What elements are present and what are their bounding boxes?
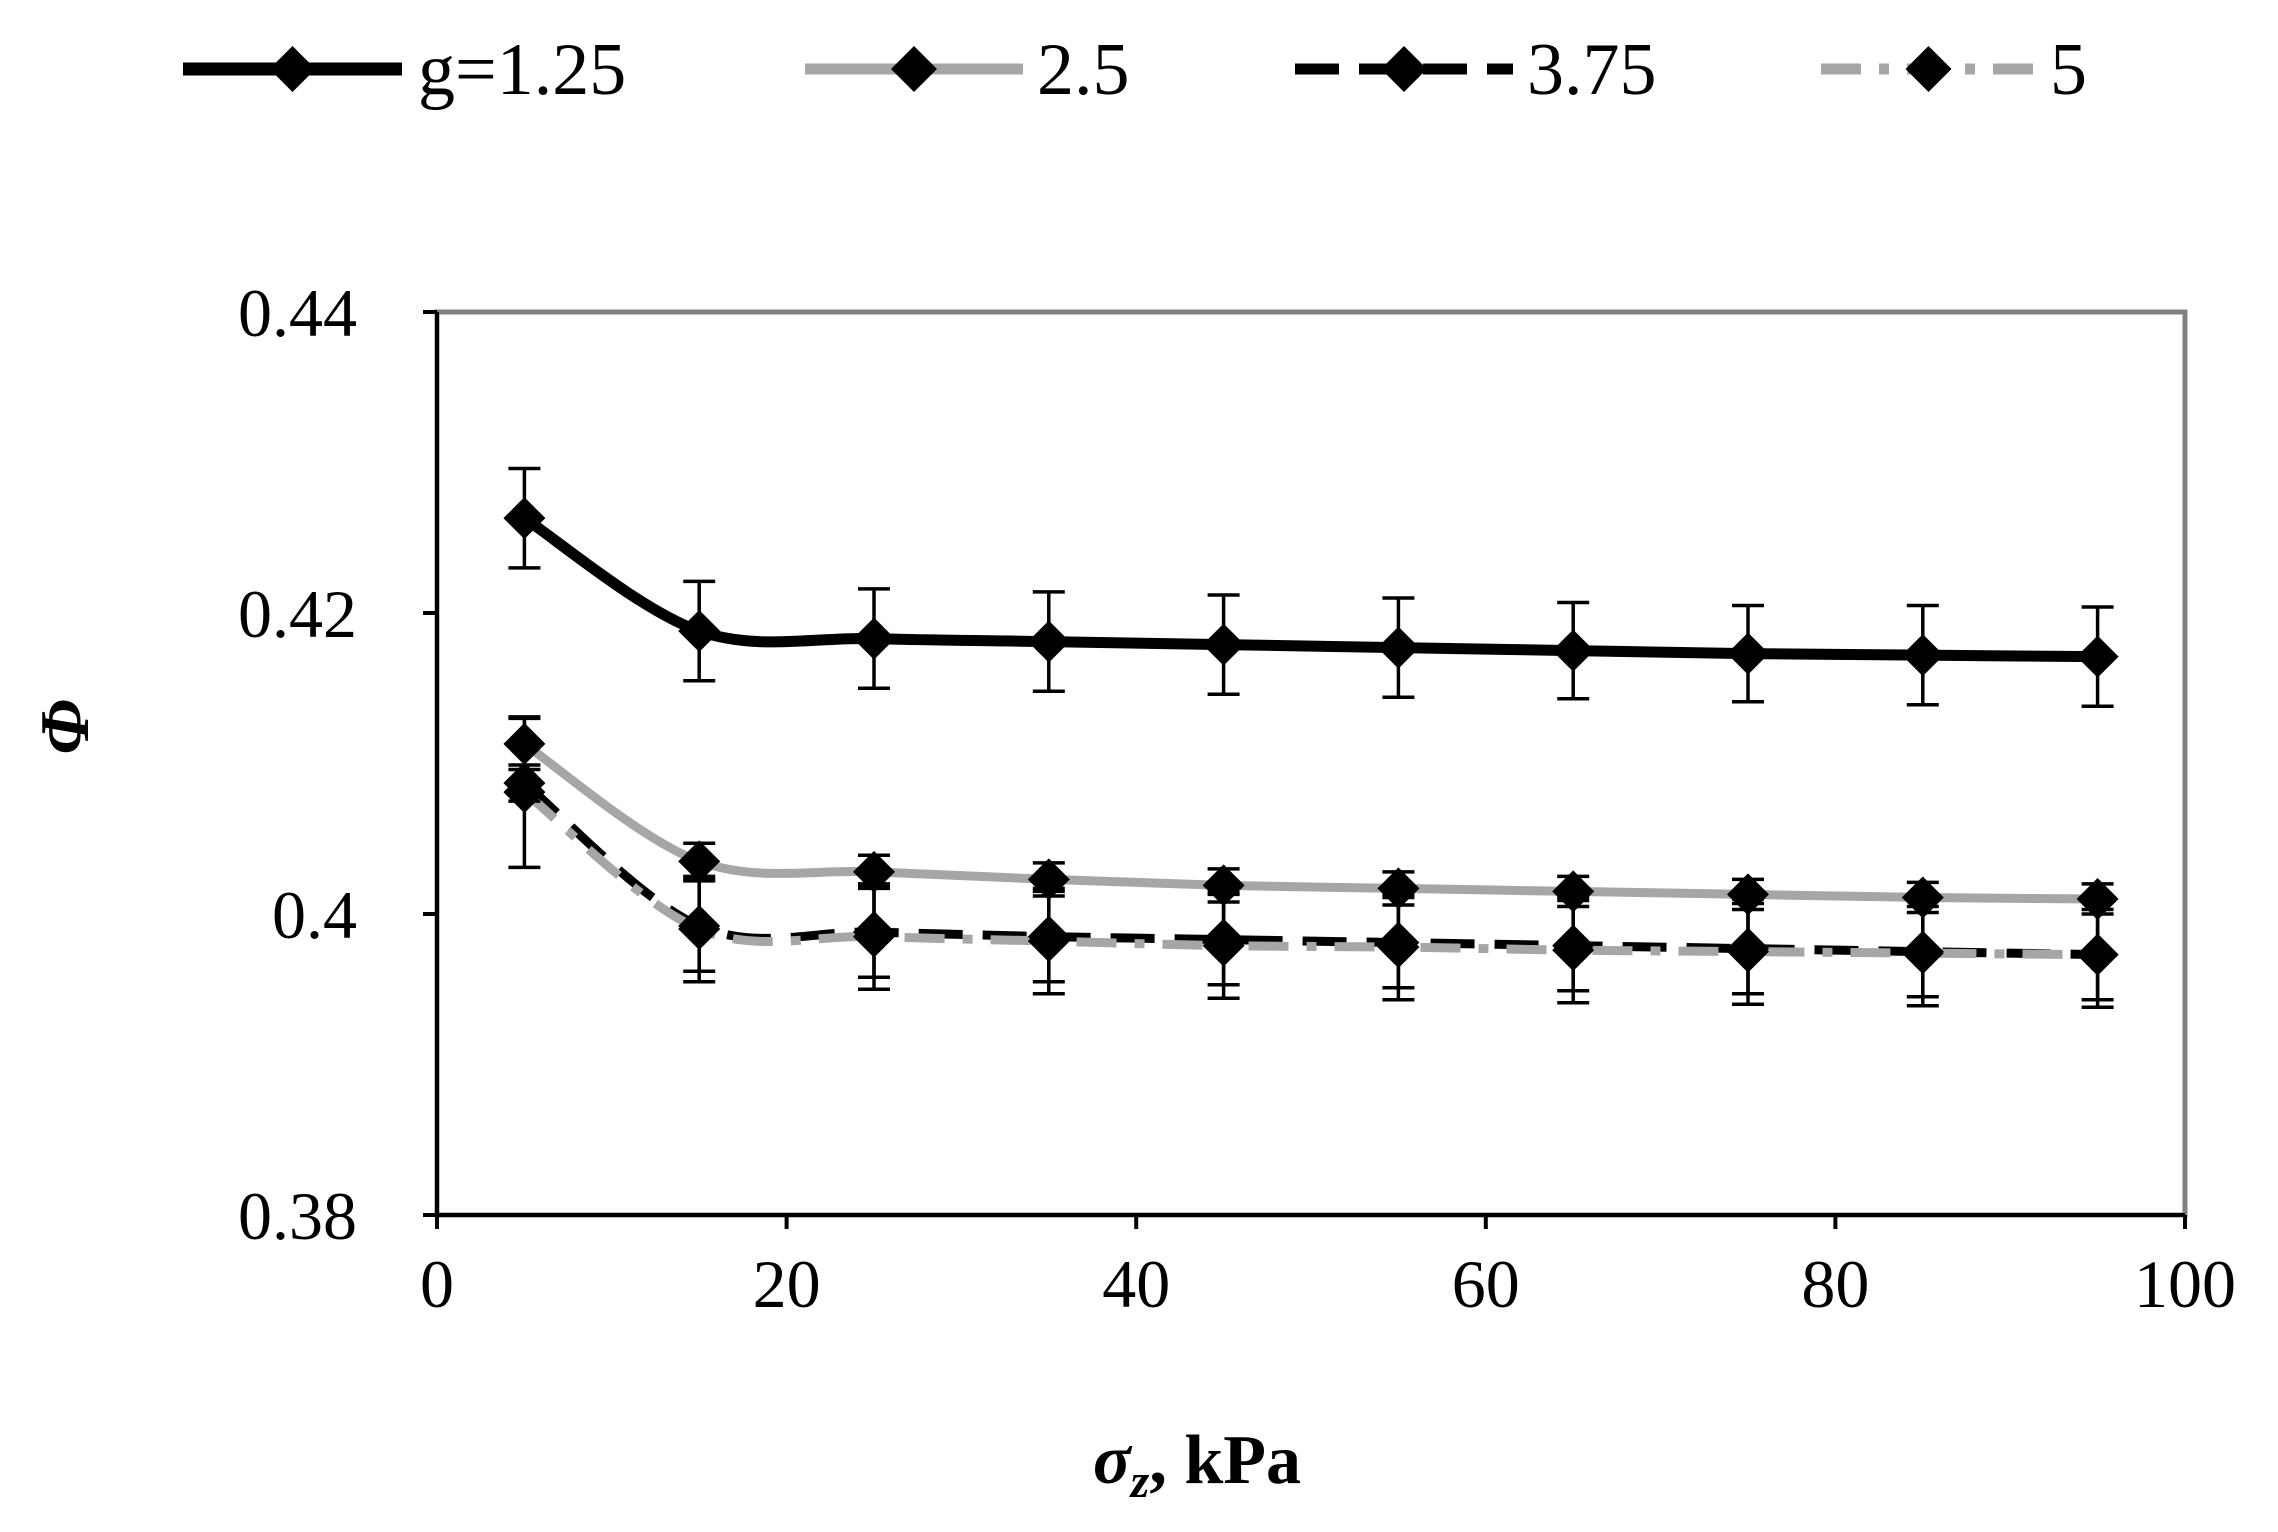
y-tick-label: 0.42 [238, 576, 357, 652]
data-point-marker [853, 850, 895, 893]
data-point-marker [503, 497, 546, 540]
data-point-marker [853, 617, 895, 660]
data-point-marker [503, 722, 546, 765]
data-point-marker [1901, 876, 1944, 919]
legend-marker [269, 46, 316, 92]
x-axis-title-unit: , kPa [1149, 1422, 1301, 1499]
error-bars [508, 466, 2114, 1010]
y-axis-title: Φ [27, 699, 104, 754]
legend-item-2: 2.5 [805, 29, 1130, 111]
x-tick-label: 20 [753, 1246, 821, 1322]
x-tick-label: 100 [2134, 1246, 2236, 1322]
data-point-marker [1202, 924, 1245, 967]
data-point-marker [2076, 635, 2119, 678]
legend-item-4: 5 [1821, 29, 2087, 111]
legend-label: g=1.25 [418, 29, 626, 111]
y-tick-label: 0.38 [238, 1178, 357, 1254]
markers [503, 497, 2119, 976]
data-point-marker [1027, 620, 1070, 663]
series-line-4 [521, 788, 2098, 960]
y-tick-label: 0.44 [238, 275, 357, 351]
y-tick-label: 0.4 [272, 877, 357, 953]
data-point-marker [678, 840, 721, 883]
series-layer [503, 466, 2119, 1010]
data-point-marker [2076, 877, 2119, 920]
series-lines [521, 513, 2098, 960]
data-point-marker [1727, 873, 1769, 916]
data-point-marker [853, 915, 895, 958]
data-point-marker [1552, 929, 1595, 972]
legend-item-1: g=1.25 [183, 29, 626, 111]
series-line-2 [521, 740, 2098, 904]
data-point-marker [1377, 626, 1420, 669]
data-point-marker [1027, 858, 1070, 901]
data-point-marker [1727, 930, 1769, 973]
data-point-marker [1901, 932, 1944, 975]
x-axis-title: σz, kPa [1093, 1422, 1301, 1508]
series-line-1 [521, 513, 2098, 663]
x-axis-title-symbol: σ [1093, 1422, 1133, 1499]
legend: g=1.25 2.5 3.75 5 [183, 29, 2087, 111]
legend-label: 3.75 [1527, 29, 1657, 111]
axis-ticks: 0 20 40 60 80 100 0.38 0.4 0.42 0.44 [238, 275, 2236, 1322]
data-point-marker [1377, 926, 1420, 969]
data-point-marker [1027, 920, 1070, 963]
data-point-marker [1202, 623, 1245, 666]
data-point-marker [1552, 870, 1595, 913]
x-tick-label: 60 [1452, 1246, 1520, 1322]
data-point-marker [503, 771, 546, 814]
data-point-marker [678, 908, 721, 951]
data-point-marker [1727, 632, 1769, 675]
legend-item-3: 3.75 [1295, 29, 1657, 111]
legend-label: 5 [2050, 29, 2087, 111]
plot-area-frame [434, 309, 2188, 1218]
data-point-marker [1901, 634, 1944, 677]
x-tick-label: 40 [1102, 1246, 1170, 1322]
legend-marker [1905, 46, 1952, 92]
legend-marker [891, 46, 937, 92]
data-point-marker [678, 610, 721, 653]
x-axis-title-subscript: z [1129, 1455, 1150, 1508]
data-point-marker [1377, 867, 1420, 910]
data-point-marker [1202, 864, 1245, 907]
legend-marker [1381, 46, 1427, 92]
data-point-marker [1552, 629, 1595, 672]
legend-label: 2.5 [1037, 29, 1130, 111]
x-tick-label: 0 [420, 1246, 454, 1322]
x-tick-label: 80 [1801, 1246, 1869, 1322]
data-point-marker [2076, 933, 2119, 976]
